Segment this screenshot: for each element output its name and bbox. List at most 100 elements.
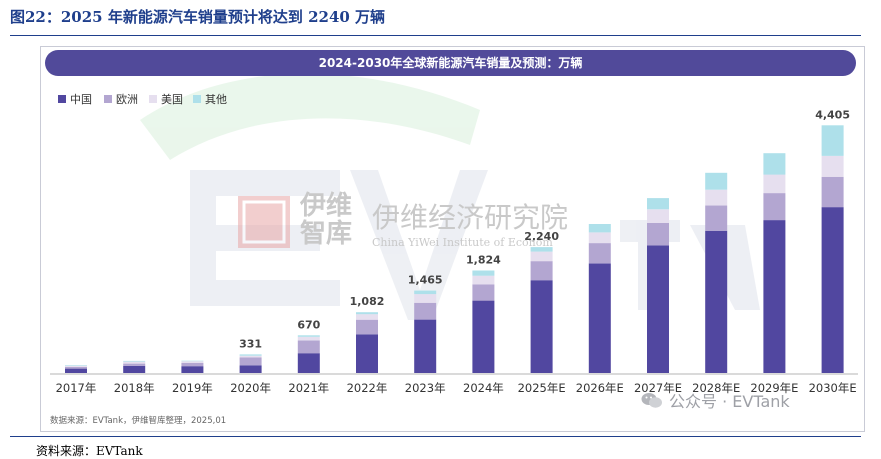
bar-segment [356,319,378,335]
bar-segment [414,294,437,303]
x-tick-label: 2025年E [518,381,566,395]
total-label: 2,240 [524,230,559,243]
legend-label: 美国 [161,93,183,106]
legend-label: 中国 [70,93,92,106]
x-tick-label: 2027年E [634,381,682,395]
wechat-icon [641,392,663,409]
total-label: 331 [239,337,262,350]
watermark-logo-text: 伊维 智库 [300,191,353,249]
bar-segment [472,284,495,301]
legend-swatch [104,95,112,103]
bar-segment [239,354,262,356]
bar-segment [123,361,146,364]
bar-segment [647,198,669,210]
x-tick-label: 2021年 [288,381,329,395]
bar-segment [472,300,495,373]
bar-segment [65,365,87,366]
bar-segment [705,189,728,206]
bar-segment [356,314,378,320]
x-tick-label: 2029年E [750,381,798,395]
bar-segment [181,361,204,363]
bar-segment [239,355,262,358]
bar-segment [588,243,611,264]
bar-segment [297,335,320,337]
bar-segment [297,353,320,373]
bar-segment [821,125,844,156]
title-rule [10,35,861,36]
wechat-watermark-text: 公众号 · EVTank [669,392,790,411]
legend-swatch [58,95,66,103]
total-label: 1,082 [350,295,385,308]
bar-segment [123,365,146,373]
bar-segment [65,366,87,369]
source-rule [10,436,861,437]
total-labels-group: 331 670 1,082 1,465 1,824 2,240 4,405 [239,108,850,350]
x-tick-labels-group: 2017年 2018年 2019年 2020年 2021年 2022年 2023年 2024年… [56,381,857,395]
bar-segment [356,312,378,315]
bar-segment [821,156,844,177]
bar-segment [530,247,553,252]
data-source-note: 数据来源：EVTank，伊维智库整理，2025,01 [50,416,227,426]
bar-segment [763,153,786,175]
bar-segment [588,263,611,373]
source-line: 资料来源：EVTank [36,444,143,458]
bars-group [65,125,844,373]
bar-segment [297,336,320,341]
legend-swatch [149,95,157,103]
legend-item-other: 其他 [193,91,227,107]
legend-swatch [193,95,201,103]
x-tick-label: 2030年E [809,381,857,395]
bar-segment [821,176,844,208]
bar-segment [530,261,553,281]
watermark-ev-shapes [140,73,760,320]
figure-title: 图22：2025 年新能源汽车销量预计将达到 2240 万辆 [10,8,386,26]
x-tick-label: 2022年 [347,381,388,395]
x-tick-label: 2023年 [405,381,446,395]
x-tick-label: 2019年 [172,381,213,395]
bar-segment [356,334,378,373]
legend-item-china: 中国 [58,91,92,107]
bar-segment [647,245,669,373]
bar-segment [705,205,728,231]
bar-segment [414,319,437,373]
bar-segment [65,365,87,367]
total-label: 1,824 [466,254,501,267]
x-tick-label: 2026年E [576,381,624,395]
bar-segment [181,363,204,367]
bar-segment [181,366,204,373]
bar-segment [297,340,320,354]
bar-segment [414,302,437,320]
bar-segment [763,174,786,194]
bar-segment [647,209,669,223]
watermark-name-cn: 伊维经济研究院 [372,201,569,234]
bar-segment [588,232,611,244]
bar-segment [123,360,146,362]
bar-segment [530,280,553,373]
bar-segment [472,270,495,276]
watermark-logo [238,196,290,248]
bar-segment [65,368,87,373]
x-tick-label: 2017年 [56,381,97,395]
legend-label: 其他 [205,93,227,106]
bar-segment [472,275,495,285]
bar-segment [588,224,611,233]
x-tick-label: 2024年 [463,381,504,395]
bar-segment [647,222,669,246]
bar-segment [181,360,204,362]
wechat-watermark: 公众号 · EVTank [641,388,790,412]
bar-segment [763,220,786,373]
total-label: 1,465 [408,274,443,287]
bar-segment [763,193,786,221]
total-label: 670 [297,318,320,331]
bar-segment [821,207,844,373]
bar-segment [123,363,146,366]
x-tick-label: 2020年 [230,381,271,395]
bar-segment [414,290,437,295]
total-label: 4,405 [815,108,850,121]
bar-segment [705,230,728,373]
x-tick-label: 2028年E [692,381,740,395]
x-tick-label: 2018年 [114,381,155,395]
bar-segment [530,251,553,262]
legend-item-usa: 美国 [149,91,183,107]
